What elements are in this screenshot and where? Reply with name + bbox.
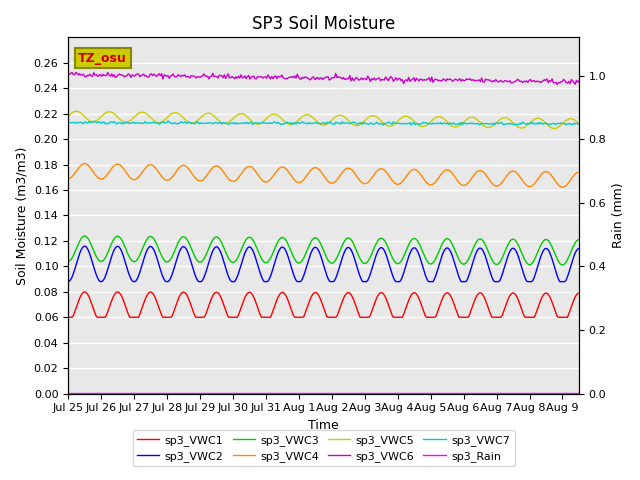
X-axis label: Time: Time (308, 419, 339, 432)
sp3_VWC6 (64, 71, 72, 76)
sp3_VWC5 (72, 108, 79, 114)
sp3_VWC1 (575, 290, 583, 296)
sp3_VWC7 (164, 118, 172, 124)
sp3_VWC2 (575, 246, 583, 252)
sp3_VWC5 (232, 113, 240, 119)
sp3_VWC7 (436, 121, 444, 127)
sp3_VWC4 (64, 176, 72, 181)
sp3_VWC4 (127, 175, 135, 181)
Line: sp3_VWC7: sp3_VWC7 (68, 121, 579, 125)
sp3_VWC3 (268, 253, 276, 259)
sp3_VWC2 (232, 277, 240, 283)
sp3_VWC3 (232, 258, 240, 264)
sp3_VWC3 (437, 244, 445, 250)
sp3_VWC2 (387, 267, 395, 273)
Line: sp3_VWC1: sp3_VWC1 (68, 292, 579, 317)
sp3_VWC7 (268, 120, 276, 126)
sp3_Rain (386, 390, 394, 396)
sp3_VWC2 (437, 257, 445, 263)
sp3_VWC6 (387, 73, 395, 79)
Line: sp3_VWC2: sp3_VWC2 (68, 246, 579, 282)
sp3_VWC6 (268, 73, 276, 79)
sp3_VWC1 (127, 314, 135, 320)
sp3_Rain (433, 390, 441, 396)
sp3_VWC7 (387, 120, 395, 126)
sp3_VWC1 (387, 309, 395, 314)
sp3_VWC7 (126, 120, 134, 126)
sp3_VWC6 (575, 78, 583, 84)
Line: sp3_VWC5: sp3_VWC5 (68, 111, 579, 129)
sp3_VWC6 (437, 78, 445, 84)
sp3_Rain (575, 390, 583, 396)
sp3_VWC3 (127, 257, 135, 263)
sp3_VWC2 (435, 265, 442, 271)
sp3_VWC2 (268, 270, 276, 276)
sp3_VWC4 (268, 175, 276, 181)
sp3_VWC6 (232, 74, 240, 80)
sp3_VWC2 (64, 279, 72, 285)
sp3_VWC7 (575, 121, 583, 127)
sp3_VWC5 (437, 114, 445, 120)
sp3_Rain (231, 390, 239, 396)
sp3_VWC7 (438, 121, 446, 127)
sp3_VWC3 (435, 250, 442, 256)
sp3_VWC5 (387, 123, 395, 129)
sp3_VWC5 (127, 117, 135, 123)
sp3_VWC4 (435, 176, 442, 181)
sp3_VWC4 (387, 176, 395, 181)
sp3_VWC3 (81, 233, 88, 239)
Text: TZ_osu: TZ_osu (78, 51, 127, 65)
sp3_VWC1 (64, 314, 72, 320)
sp3_Rain (436, 390, 444, 396)
sp3_VWC4 (575, 169, 583, 175)
sp3_Rain (64, 390, 72, 396)
sp3_VWC4 (559, 184, 566, 190)
Y-axis label: Rain (mm): Rain (mm) (612, 183, 625, 248)
Line: sp3_VWC6: sp3_VWC6 (68, 72, 579, 84)
Y-axis label: Soil Moisture (m3/m3): Soil Moisture (m3/m3) (15, 146, 28, 285)
sp3_VWC5 (435, 114, 442, 120)
sp3_VWC5 (551, 126, 559, 132)
Line: sp3_VWC4: sp3_VWC4 (68, 164, 579, 187)
sp3_VWC4 (232, 178, 240, 183)
sp3_VWC3 (559, 262, 566, 268)
sp3_Rain (126, 390, 134, 396)
sp3_VWC1 (81, 289, 88, 295)
sp3_VWC7 (408, 122, 415, 128)
Line: sp3_VWC3: sp3_VWC3 (68, 236, 579, 265)
sp3_VWC1 (232, 314, 240, 320)
sp3_VWC7 (64, 120, 72, 126)
sp3_VWC2 (127, 276, 135, 282)
sp3_VWC1 (437, 300, 445, 306)
sp3_VWC5 (575, 121, 583, 127)
sp3_Rain (267, 390, 275, 396)
sp3_VWC3 (64, 258, 72, 264)
Title: SP3 Soil Moisture: SP3 Soil Moisture (252, 15, 395, 33)
sp3_VWC5 (64, 113, 72, 119)
sp3_VWC7 (232, 121, 240, 127)
sp3_VWC5 (268, 112, 276, 118)
sp3_VWC1 (435, 307, 442, 313)
sp3_VWC2 (81, 243, 88, 249)
sp3_VWC6 (554, 82, 561, 87)
sp3_VWC4 (81, 161, 88, 167)
sp3_VWC1 (268, 312, 276, 317)
sp3_VWC6 (435, 78, 442, 84)
sp3_VWC3 (575, 237, 583, 242)
sp3_VWC6 (127, 74, 135, 80)
sp3_VWC3 (387, 251, 395, 257)
sp3_VWC4 (437, 172, 445, 178)
sp3_VWC6 (72, 70, 79, 75)
Legend: sp3_VWC1, sp3_VWC2, sp3_VWC3, sp3_VWC4, sp3_VWC5, sp3_VWC6, sp3_VWC7, sp3_Rain: sp3_VWC1, sp3_VWC2, sp3_VWC3, sp3_VWC4, … (132, 430, 515, 467)
